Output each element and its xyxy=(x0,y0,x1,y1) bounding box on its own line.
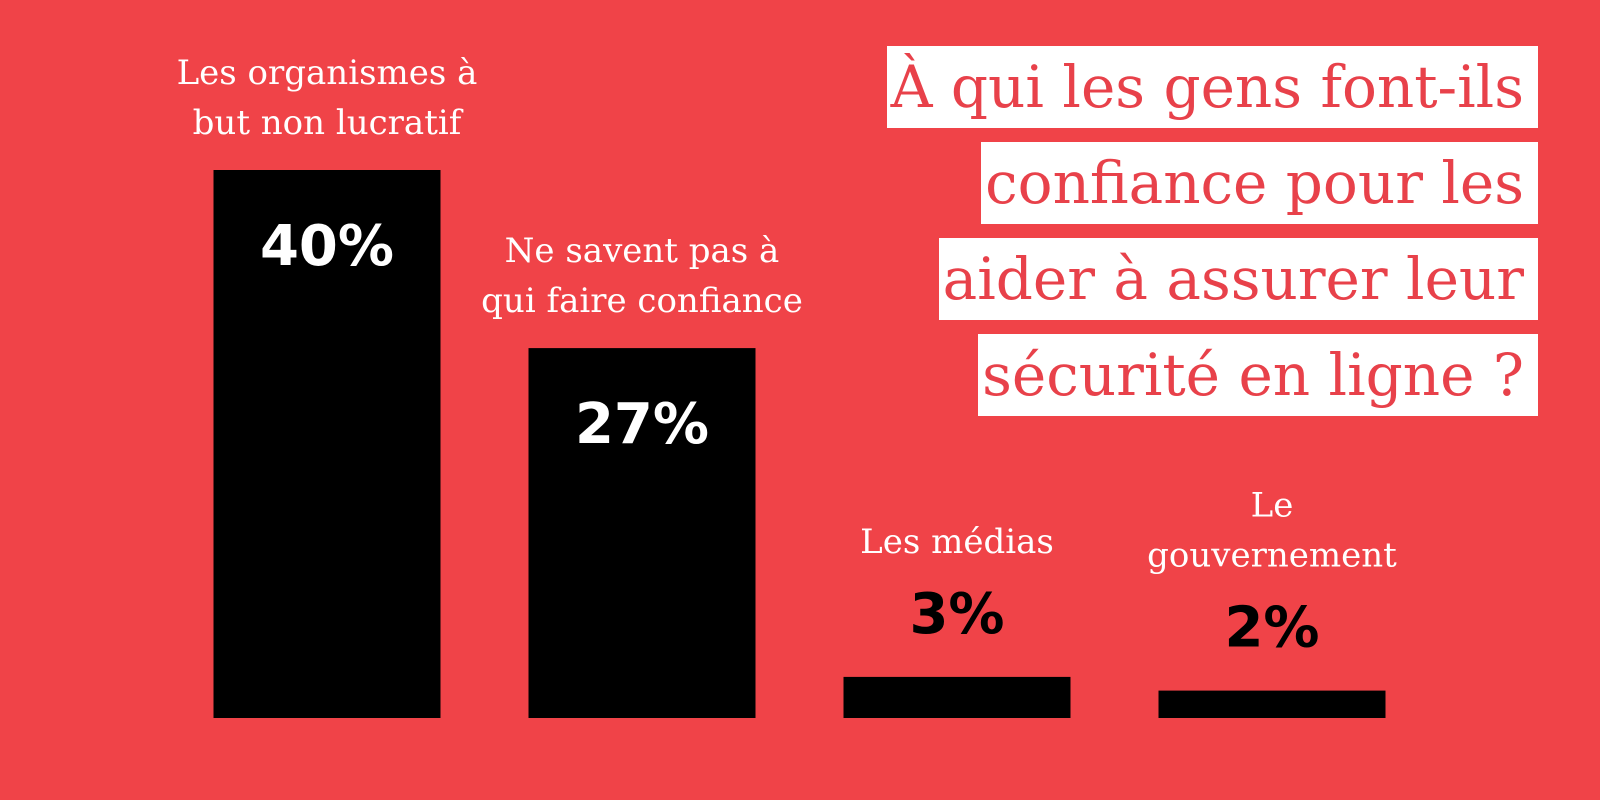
value-label: 3% xyxy=(909,582,1004,647)
category-label: but non lucratif xyxy=(193,103,464,143)
category-label: Les médias xyxy=(860,522,1054,562)
category-label: Le xyxy=(1251,486,1294,526)
bar xyxy=(528,348,756,718)
category-label: gouvernement xyxy=(1147,536,1397,576)
value-label: 2% xyxy=(1224,596,1319,661)
title-line: À qui les gens font-ils xyxy=(886,46,1538,128)
chart-title: À qui les gens font-ils confiance pour l… xyxy=(886,46,1538,416)
category-label: qui faire confiance xyxy=(481,281,803,321)
value-label: 27% xyxy=(575,392,709,457)
value-label: 40% xyxy=(260,214,394,279)
bar xyxy=(213,170,441,718)
category-label: Les organismes à xyxy=(177,53,478,93)
title-line: sécurité en ligne ? xyxy=(978,334,1538,416)
title-line: confiance pour les xyxy=(981,142,1538,224)
bar xyxy=(1158,690,1386,718)
category-label: Ne savent pas à xyxy=(505,231,780,271)
title-line: aider à assurer leur xyxy=(938,238,1538,320)
bar xyxy=(843,676,1071,718)
